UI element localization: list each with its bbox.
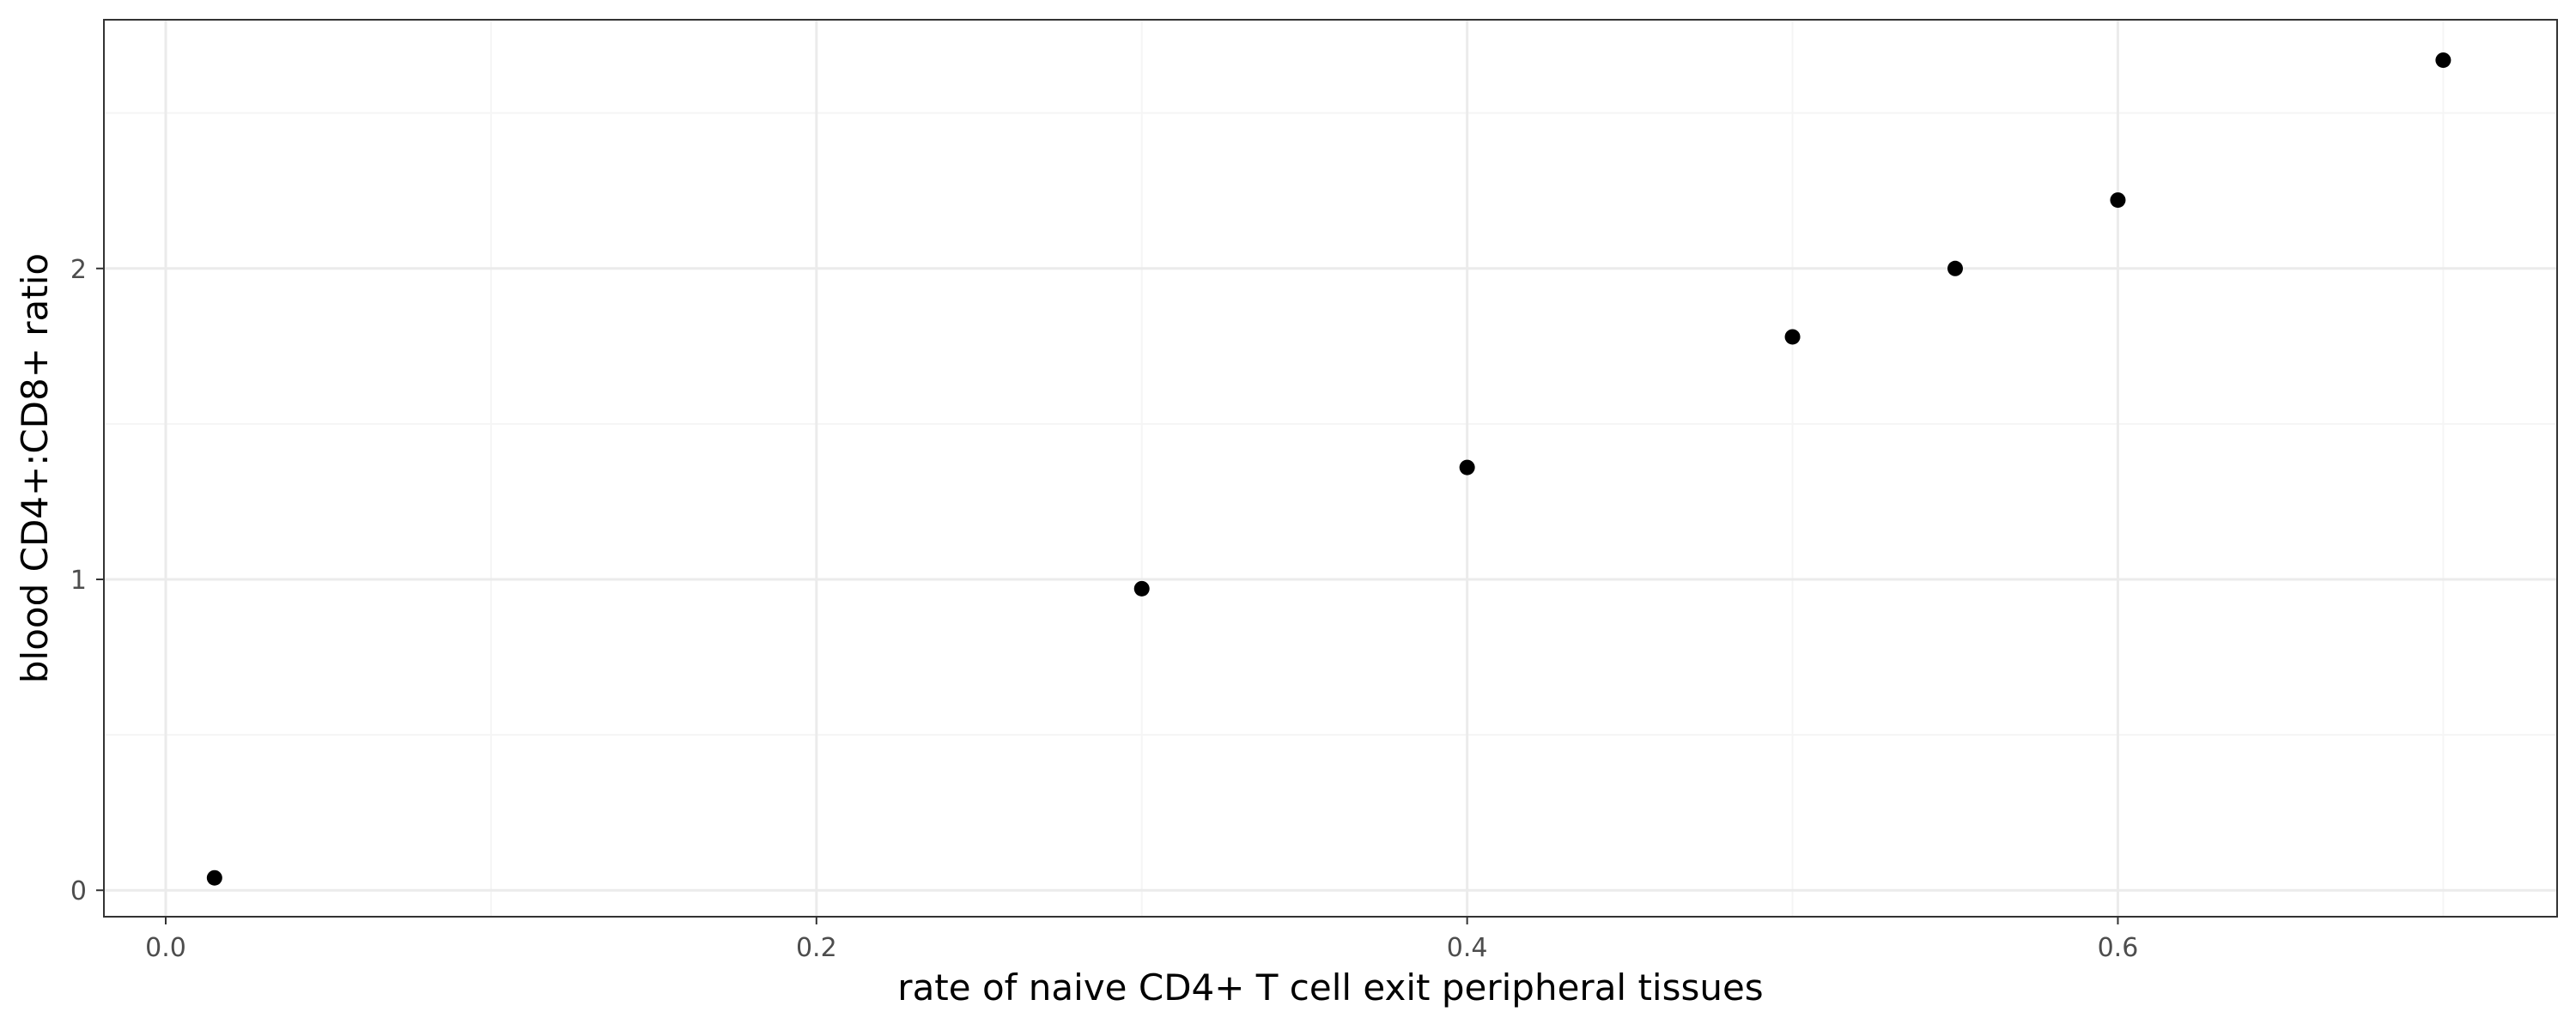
- y-axis-title: blood CD4+:CD8+ ratio: [14, 253, 56, 683]
- data-points: [206, 52, 2451, 886]
- data-point: [2110, 192, 2126, 209]
- major-grid: [104, 20, 2557, 917]
- y-axis-ticks: 0 1 2: [70, 255, 104, 906]
- data-point: [1784, 329, 1801, 345]
- x-axis-title: rate of naive CD4+ T cell exit periphera…: [897, 966, 1763, 1009]
- data-point: [1459, 459, 1475, 476]
- y-tick-label: 1: [70, 566, 87, 596]
- x-axis-ticks: 0.0 0.2 0.4 0.6: [145, 917, 2138, 963]
- x-tick-label: 0.0: [145, 933, 186, 963]
- y-tick-label: 0: [70, 876, 87, 906]
- x-tick-label: 0.2: [796, 933, 837, 963]
- x-tick-label: 0.4: [1447, 933, 1488, 963]
- x-tick-label: 0.6: [2098, 933, 2139, 963]
- data-point: [206, 869, 222, 886]
- minor-grid: [104, 20, 2557, 917]
- data-point: [1133, 580, 1150, 597]
- data-point: [2435, 52, 2451, 69]
- panel-border: [103, 19, 2558, 918]
- y-tick-label: 2: [70, 255, 87, 285]
- data-point: [1947, 260, 1964, 276]
